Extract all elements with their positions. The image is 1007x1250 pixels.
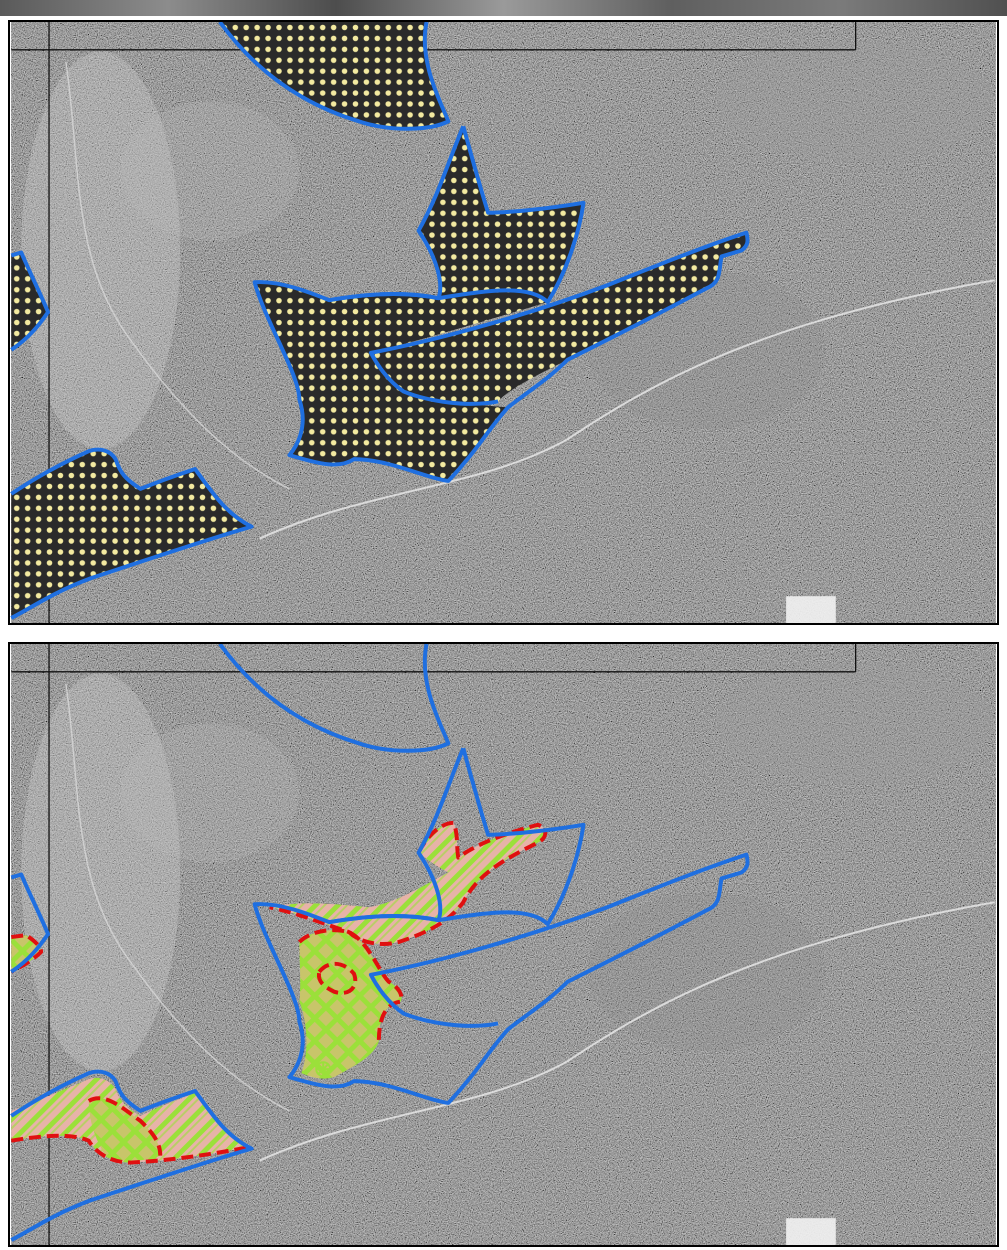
map-canvas xyxy=(10,644,996,1245)
location-marker-icon[interactable] xyxy=(315,1061,332,1078)
zone-outline xyxy=(10,644,750,1242)
dotted-zones xyxy=(11,22,748,619)
zone-outline xyxy=(10,22,750,620)
map-canvas xyxy=(10,22,996,623)
dashed-outline xyxy=(10,820,548,1165)
boundary-lines xyxy=(11,644,857,1245)
map-panel-top[interactable] xyxy=(8,20,999,625)
hatched-zones xyxy=(11,822,546,1163)
map-panel-bottom[interactable] xyxy=(8,642,999,1247)
aerial-photo-strip xyxy=(0,0,1007,16)
